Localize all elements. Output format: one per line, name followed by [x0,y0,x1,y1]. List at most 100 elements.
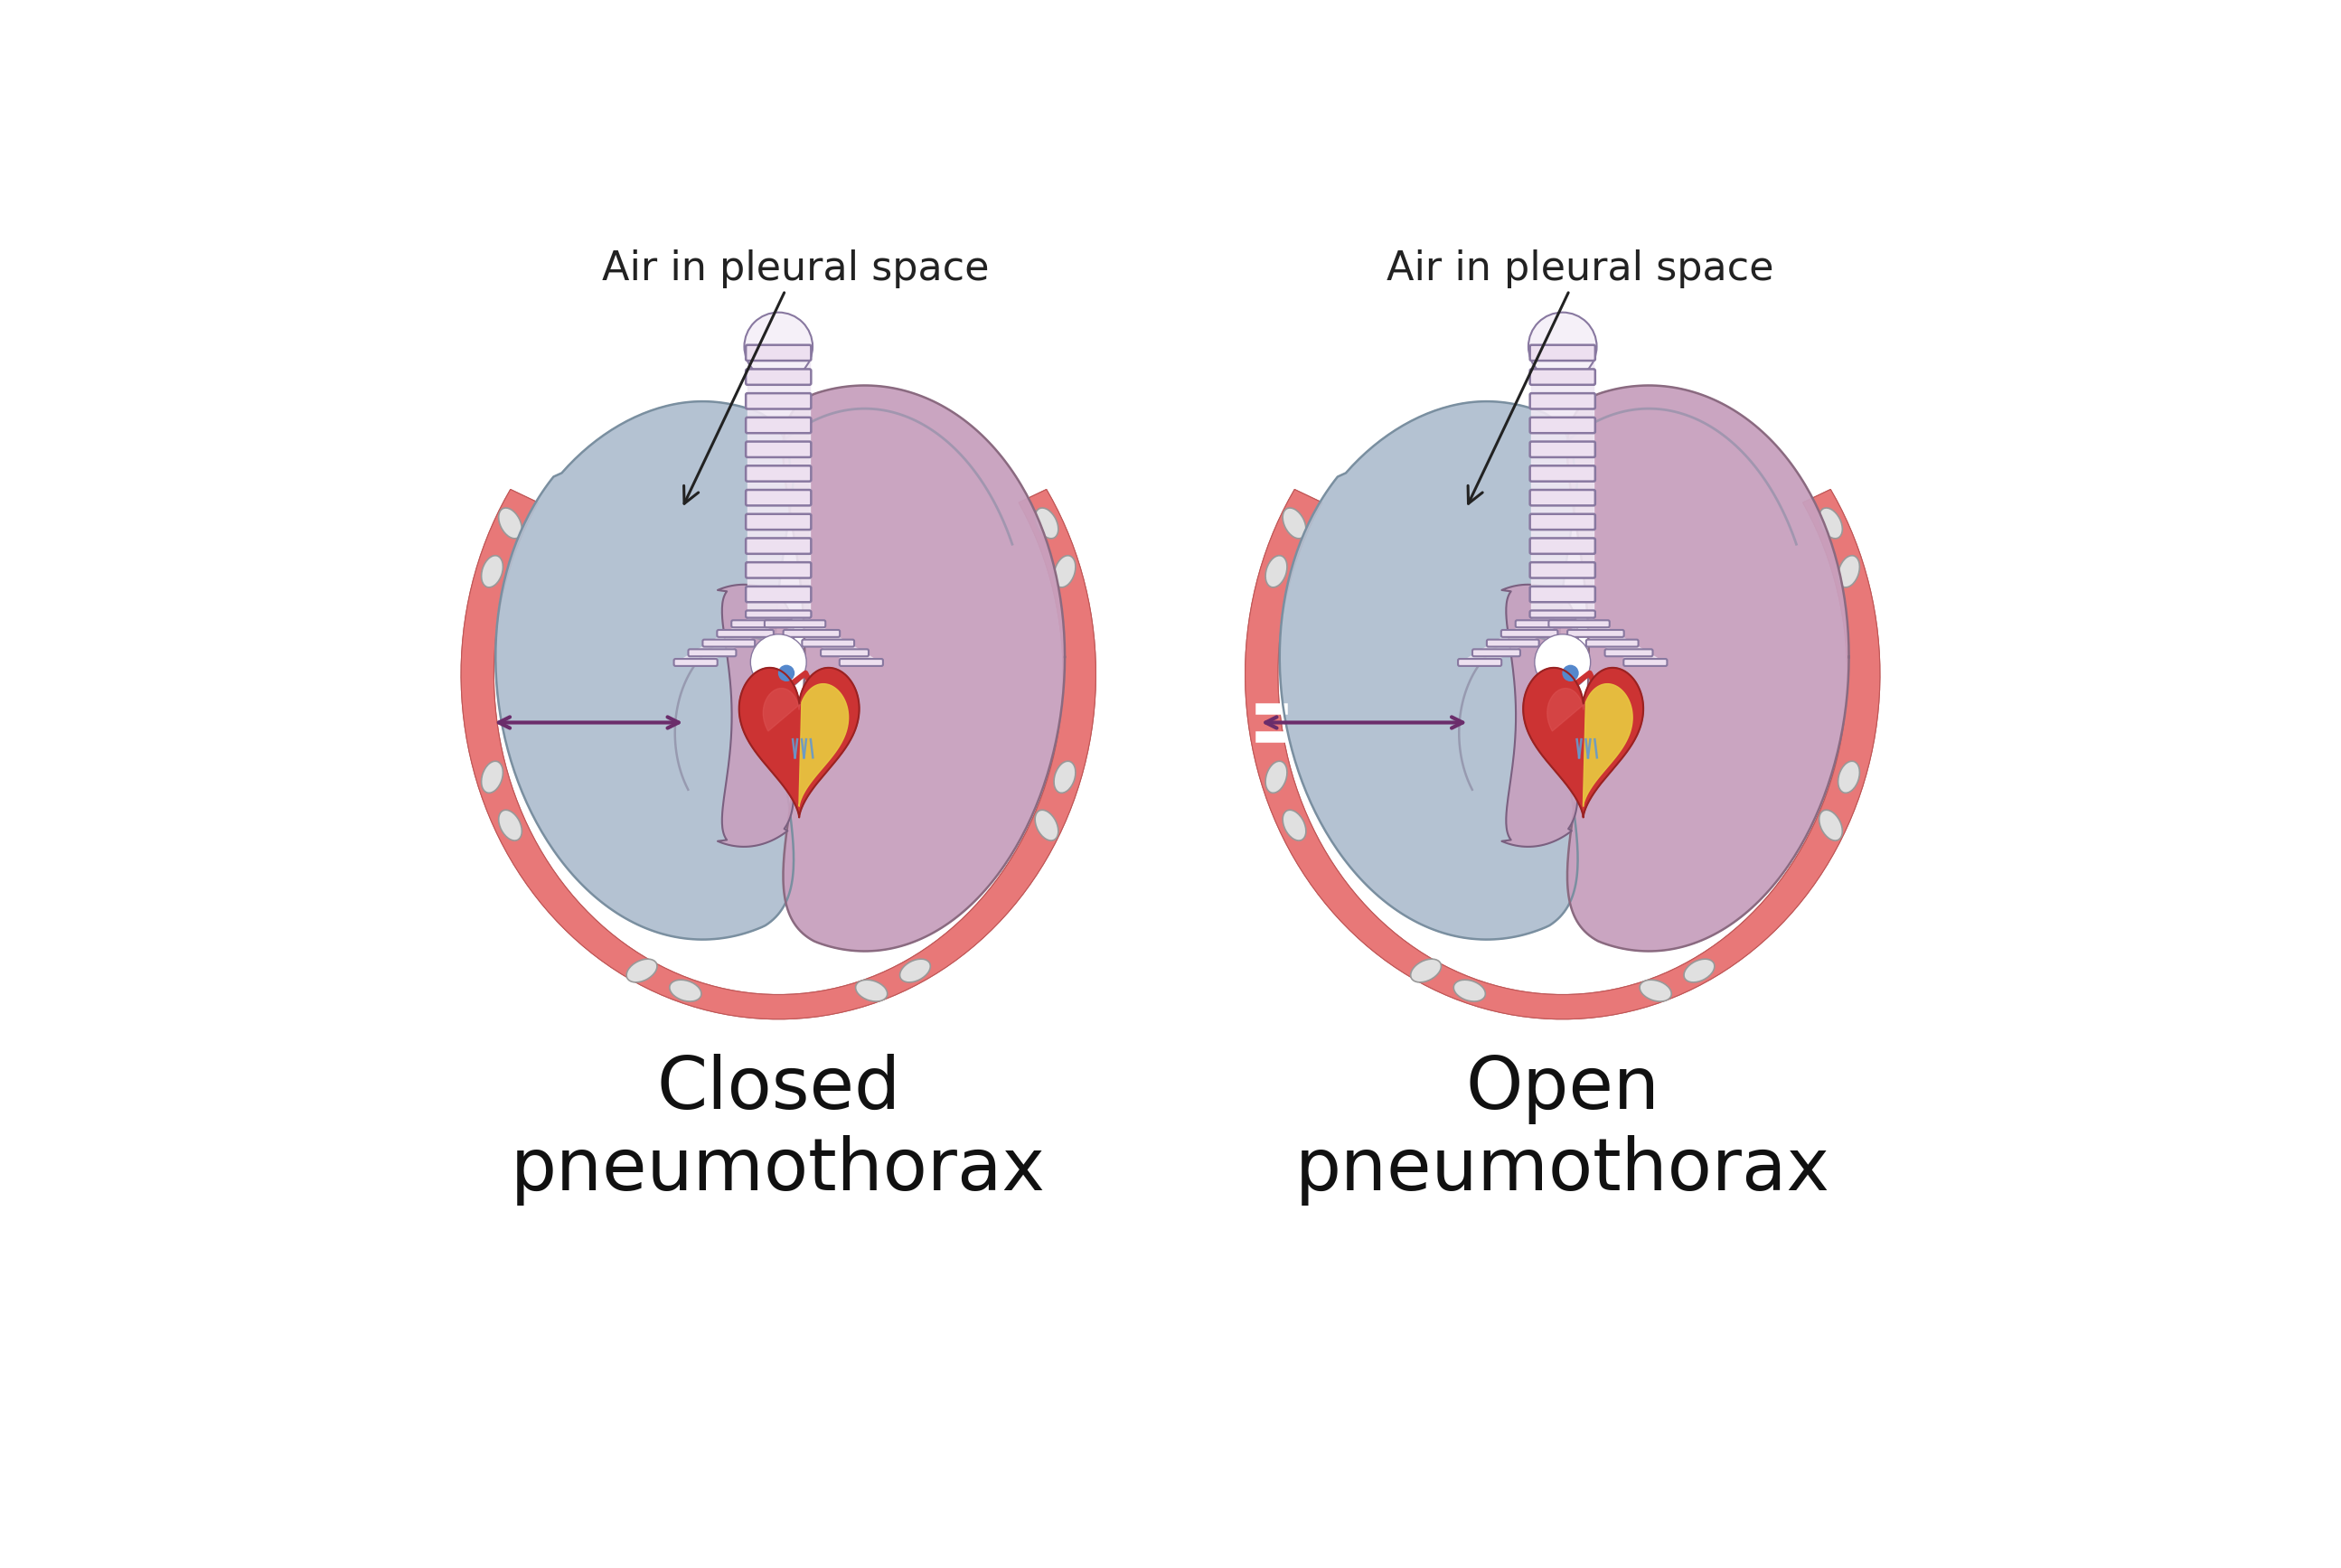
FancyBboxPatch shape [784,630,840,637]
FancyBboxPatch shape [747,610,810,618]
Ellipse shape [1035,811,1058,840]
FancyBboxPatch shape [688,649,735,657]
FancyBboxPatch shape [1606,649,1653,657]
Ellipse shape [1819,811,1842,840]
Polygon shape [1545,612,1660,660]
Text: Open
pneumothorax: Open pneumothorax [1295,1054,1831,1206]
Polygon shape [719,585,794,847]
Polygon shape [681,612,796,660]
FancyBboxPatch shape [822,649,869,657]
FancyBboxPatch shape [1487,640,1538,646]
FancyBboxPatch shape [803,640,854,646]
FancyBboxPatch shape [747,538,810,554]
Polygon shape [1566,386,1849,952]
Polygon shape [461,489,1096,1019]
FancyBboxPatch shape [1531,489,1594,505]
Circle shape [1536,633,1590,690]
FancyBboxPatch shape [766,621,826,627]
FancyBboxPatch shape [747,466,810,481]
Polygon shape [740,668,859,817]
Ellipse shape [1283,811,1306,840]
Ellipse shape [499,508,522,538]
FancyBboxPatch shape [1531,610,1594,618]
FancyBboxPatch shape [747,563,810,579]
Polygon shape [1245,489,1880,1019]
FancyBboxPatch shape [1587,640,1639,646]
FancyBboxPatch shape [1458,659,1501,666]
Ellipse shape [1683,960,1714,982]
Ellipse shape [1838,760,1859,793]
Text: Air in pleural space: Air in pleural space [1386,249,1774,503]
Ellipse shape [670,980,702,1002]
Polygon shape [1547,688,1585,731]
FancyBboxPatch shape [747,394,810,409]
Ellipse shape [1819,508,1842,538]
Ellipse shape [1035,508,1058,538]
Ellipse shape [482,760,503,793]
FancyBboxPatch shape [747,442,810,458]
FancyBboxPatch shape [1531,368,1594,384]
FancyBboxPatch shape [1531,586,1594,602]
FancyBboxPatch shape [747,586,810,602]
FancyBboxPatch shape [840,659,883,666]
Ellipse shape [899,960,929,982]
Polygon shape [496,401,794,939]
FancyBboxPatch shape [747,345,810,361]
FancyBboxPatch shape [1531,345,1594,361]
Ellipse shape [1412,960,1442,982]
Polygon shape [1245,489,1880,1019]
Text: Air in pleural space: Air in pleural space [602,249,990,503]
Circle shape [1561,665,1578,682]
FancyBboxPatch shape [1625,659,1667,666]
FancyBboxPatch shape [730,621,791,627]
Ellipse shape [1266,555,1288,588]
Polygon shape [461,489,1096,1019]
Text: Closed
pneumothorax: Closed pneumothorax [510,1054,1046,1206]
Ellipse shape [1838,555,1859,588]
Ellipse shape [1266,760,1288,793]
FancyBboxPatch shape [1550,621,1611,627]
Circle shape [751,633,805,690]
FancyBboxPatch shape [747,610,810,618]
Ellipse shape [1053,555,1075,588]
Polygon shape [798,684,847,806]
FancyBboxPatch shape [747,368,810,384]
FancyBboxPatch shape [1531,394,1594,409]
Ellipse shape [1053,760,1075,793]
Ellipse shape [1283,508,1306,538]
FancyBboxPatch shape [747,417,810,433]
Ellipse shape [854,980,887,1002]
FancyBboxPatch shape [674,659,716,666]
Ellipse shape [499,811,522,840]
FancyBboxPatch shape [1501,630,1557,637]
Polygon shape [1463,612,1580,660]
Circle shape [777,665,794,682]
FancyBboxPatch shape [1531,538,1594,554]
FancyBboxPatch shape [1515,621,1575,627]
Ellipse shape [1454,980,1487,1002]
FancyBboxPatch shape [747,489,810,505]
FancyBboxPatch shape [716,630,773,637]
Ellipse shape [1639,980,1671,1002]
FancyBboxPatch shape [1531,563,1594,579]
FancyBboxPatch shape [1531,610,1594,618]
FancyBboxPatch shape [1531,514,1594,530]
FancyBboxPatch shape [1531,442,1594,458]
Polygon shape [1501,585,1578,847]
Polygon shape [763,688,801,731]
FancyBboxPatch shape [747,514,810,530]
Circle shape [744,312,812,381]
Polygon shape [1583,684,1632,806]
FancyBboxPatch shape [1531,417,1594,433]
Polygon shape [1281,401,1578,939]
Ellipse shape [482,555,503,588]
Circle shape [1529,312,1597,381]
FancyBboxPatch shape [1531,466,1594,481]
Polygon shape [784,386,1065,952]
Polygon shape [761,612,878,660]
FancyBboxPatch shape [702,640,754,646]
FancyBboxPatch shape [1472,649,1519,657]
Polygon shape [1524,668,1643,817]
FancyBboxPatch shape [1568,630,1625,637]
Ellipse shape [627,960,658,982]
